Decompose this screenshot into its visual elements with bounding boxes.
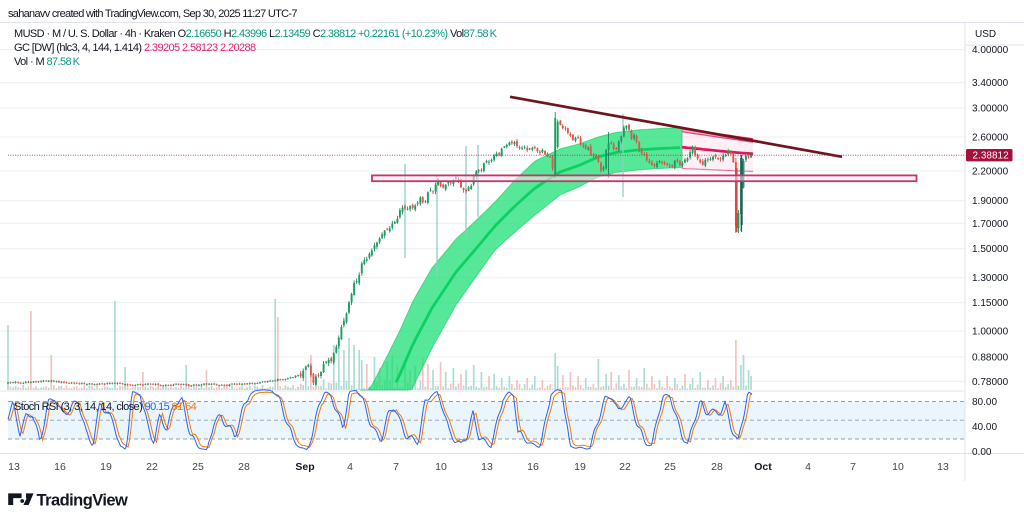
svg-text:3.40000: 3.40000 xyxy=(972,78,1009,89)
svg-text:10: 10 xyxy=(435,461,447,473)
svg-text:4: 4 xyxy=(347,461,353,473)
svg-text:25: 25 xyxy=(192,461,204,473)
svg-text:19: 19 xyxy=(574,461,586,473)
svg-text:0.78000: 0.78000 xyxy=(972,377,1009,388)
svg-text:Stoch RSI (3, 3, 14, 14, close: Stoch RSI (3, 3, 14, 14, close) 90.15 91… xyxy=(14,401,197,413)
svg-text:1.70000: 1.70000 xyxy=(972,219,1009,230)
svg-text:22: 22 xyxy=(146,461,158,473)
svg-text:0.88000: 0.88000 xyxy=(972,353,1009,364)
svg-text:16: 16 xyxy=(54,461,66,473)
svg-text:40.00: 40.00 xyxy=(972,422,997,433)
svg-text:13: 13 xyxy=(481,461,493,473)
svg-text:4: 4 xyxy=(805,461,811,473)
svg-text:Sep: Sep xyxy=(295,461,314,473)
svg-text:7: 7 xyxy=(850,461,856,473)
svg-text:80.00: 80.00 xyxy=(972,397,997,408)
svg-text:1.15000: 1.15000 xyxy=(972,298,1009,309)
svg-text:0.00: 0.00 xyxy=(972,447,992,458)
svg-text:1.30000: 1.30000 xyxy=(972,273,1009,284)
svg-text:4.00000: 4.00000 xyxy=(972,45,1009,56)
svg-text:2.20000: 2.20000 xyxy=(972,166,1009,177)
svg-text:sahanavv created with TradingV: sahanavv created with TradingView.com, S… xyxy=(8,8,297,20)
svg-text:19: 19 xyxy=(100,461,112,473)
svg-text:13: 13 xyxy=(937,461,949,473)
svg-text:16: 16 xyxy=(527,461,539,473)
svg-text:1.50000: 1.50000 xyxy=(972,244,1009,255)
svg-text:TradingView: TradingView xyxy=(37,492,129,510)
svg-text:28: 28 xyxy=(711,461,723,473)
svg-text:Oct: Oct xyxy=(754,461,772,473)
svg-text:28: 28 xyxy=(238,461,250,473)
svg-text:GC [DW] (hlc3, 4, 144, 1.414): GC [DW] (hlc3, 4, 144, 1.414) 2.39205 2.… xyxy=(14,42,256,54)
svg-text:USD: USD xyxy=(975,29,996,40)
svg-text:MUSD · M / U. S. Dollar · 4h ·: MUSD · M / U. S. Dollar · 4h · Kraken O2… xyxy=(14,28,498,40)
svg-text:3.00000: 3.00000 xyxy=(972,104,1009,115)
svg-text:1.00000: 1.00000 xyxy=(972,327,1009,338)
svg-text:22: 22 xyxy=(619,461,631,473)
svg-text:2.38812: 2.38812 xyxy=(973,151,1010,162)
svg-text:7: 7 xyxy=(393,461,399,473)
svg-text:13: 13 xyxy=(8,461,20,473)
svg-text:25: 25 xyxy=(664,461,676,473)
svg-text:1.90000: 1.90000 xyxy=(972,196,1009,207)
svg-text:Vol · M 87.58 K: Vol · M 87.58 K xyxy=(14,56,81,68)
svg-text:2.60000: 2.60000 xyxy=(972,133,1009,144)
svg-text:10: 10 xyxy=(892,461,904,473)
